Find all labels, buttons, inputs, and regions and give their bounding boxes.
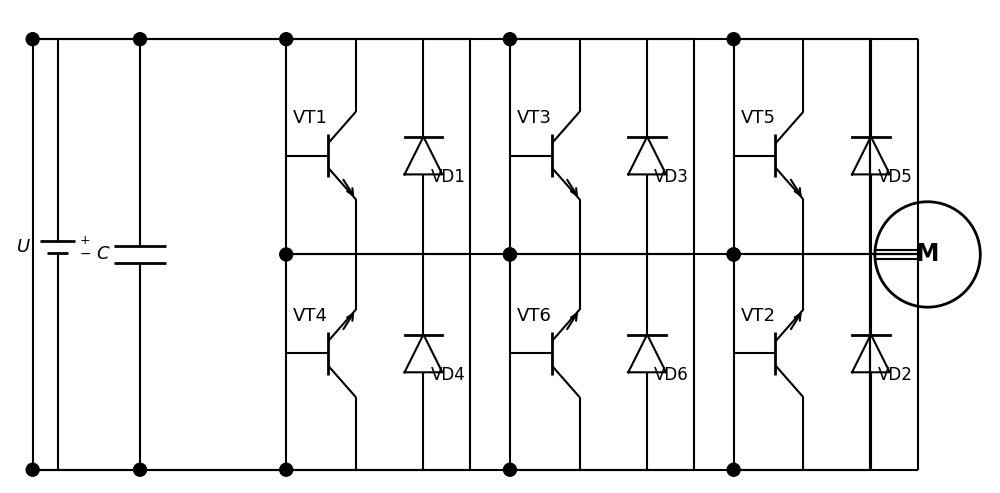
Circle shape (503, 33, 516, 46)
Text: U: U (17, 238, 30, 256)
Text: VD3: VD3 (654, 169, 689, 186)
Text: C: C (96, 246, 109, 263)
Circle shape (26, 33, 39, 46)
Circle shape (727, 33, 740, 46)
Text: VD2: VD2 (878, 366, 913, 384)
Circle shape (503, 248, 516, 261)
Circle shape (727, 248, 740, 261)
Text: VD1: VD1 (430, 169, 465, 186)
Text: VD4: VD4 (430, 366, 465, 384)
Circle shape (280, 33, 293, 46)
Circle shape (280, 463, 293, 476)
Text: VT2: VT2 (741, 307, 776, 324)
Text: VT4: VT4 (293, 307, 328, 324)
Text: VT1: VT1 (293, 109, 328, 127)
Circle shape (727, 463, 740, 476)
Circle shape (503, 463, 516, 476)
Text: VD6: VD6 (654, 366, 689, 384)
Text: +: + (79, 234, 90, 247)
Circle shape (26, 463, 39, 476)
Text: VT5: VT5 (741, 109, 776, 127)
Text: VT6: VT6 (517, 307, 552, 324)
Text: VD5: VD5 (878, 169, 913, 186)
Text: −: − (79, 246, 91, 260)
Circle shape (134, 463, 147, 476)
Text: M: M (916, 243, 939, 266)
Circle shape (280, 248, 293, 261)
Circle shape (727, 248, 740, 261)
Circle shape (134, 33, 147, 46)
Circle shape (503, 248, 516, 261)
Text: VT3: VT3 (517, 109, 552, 127)
